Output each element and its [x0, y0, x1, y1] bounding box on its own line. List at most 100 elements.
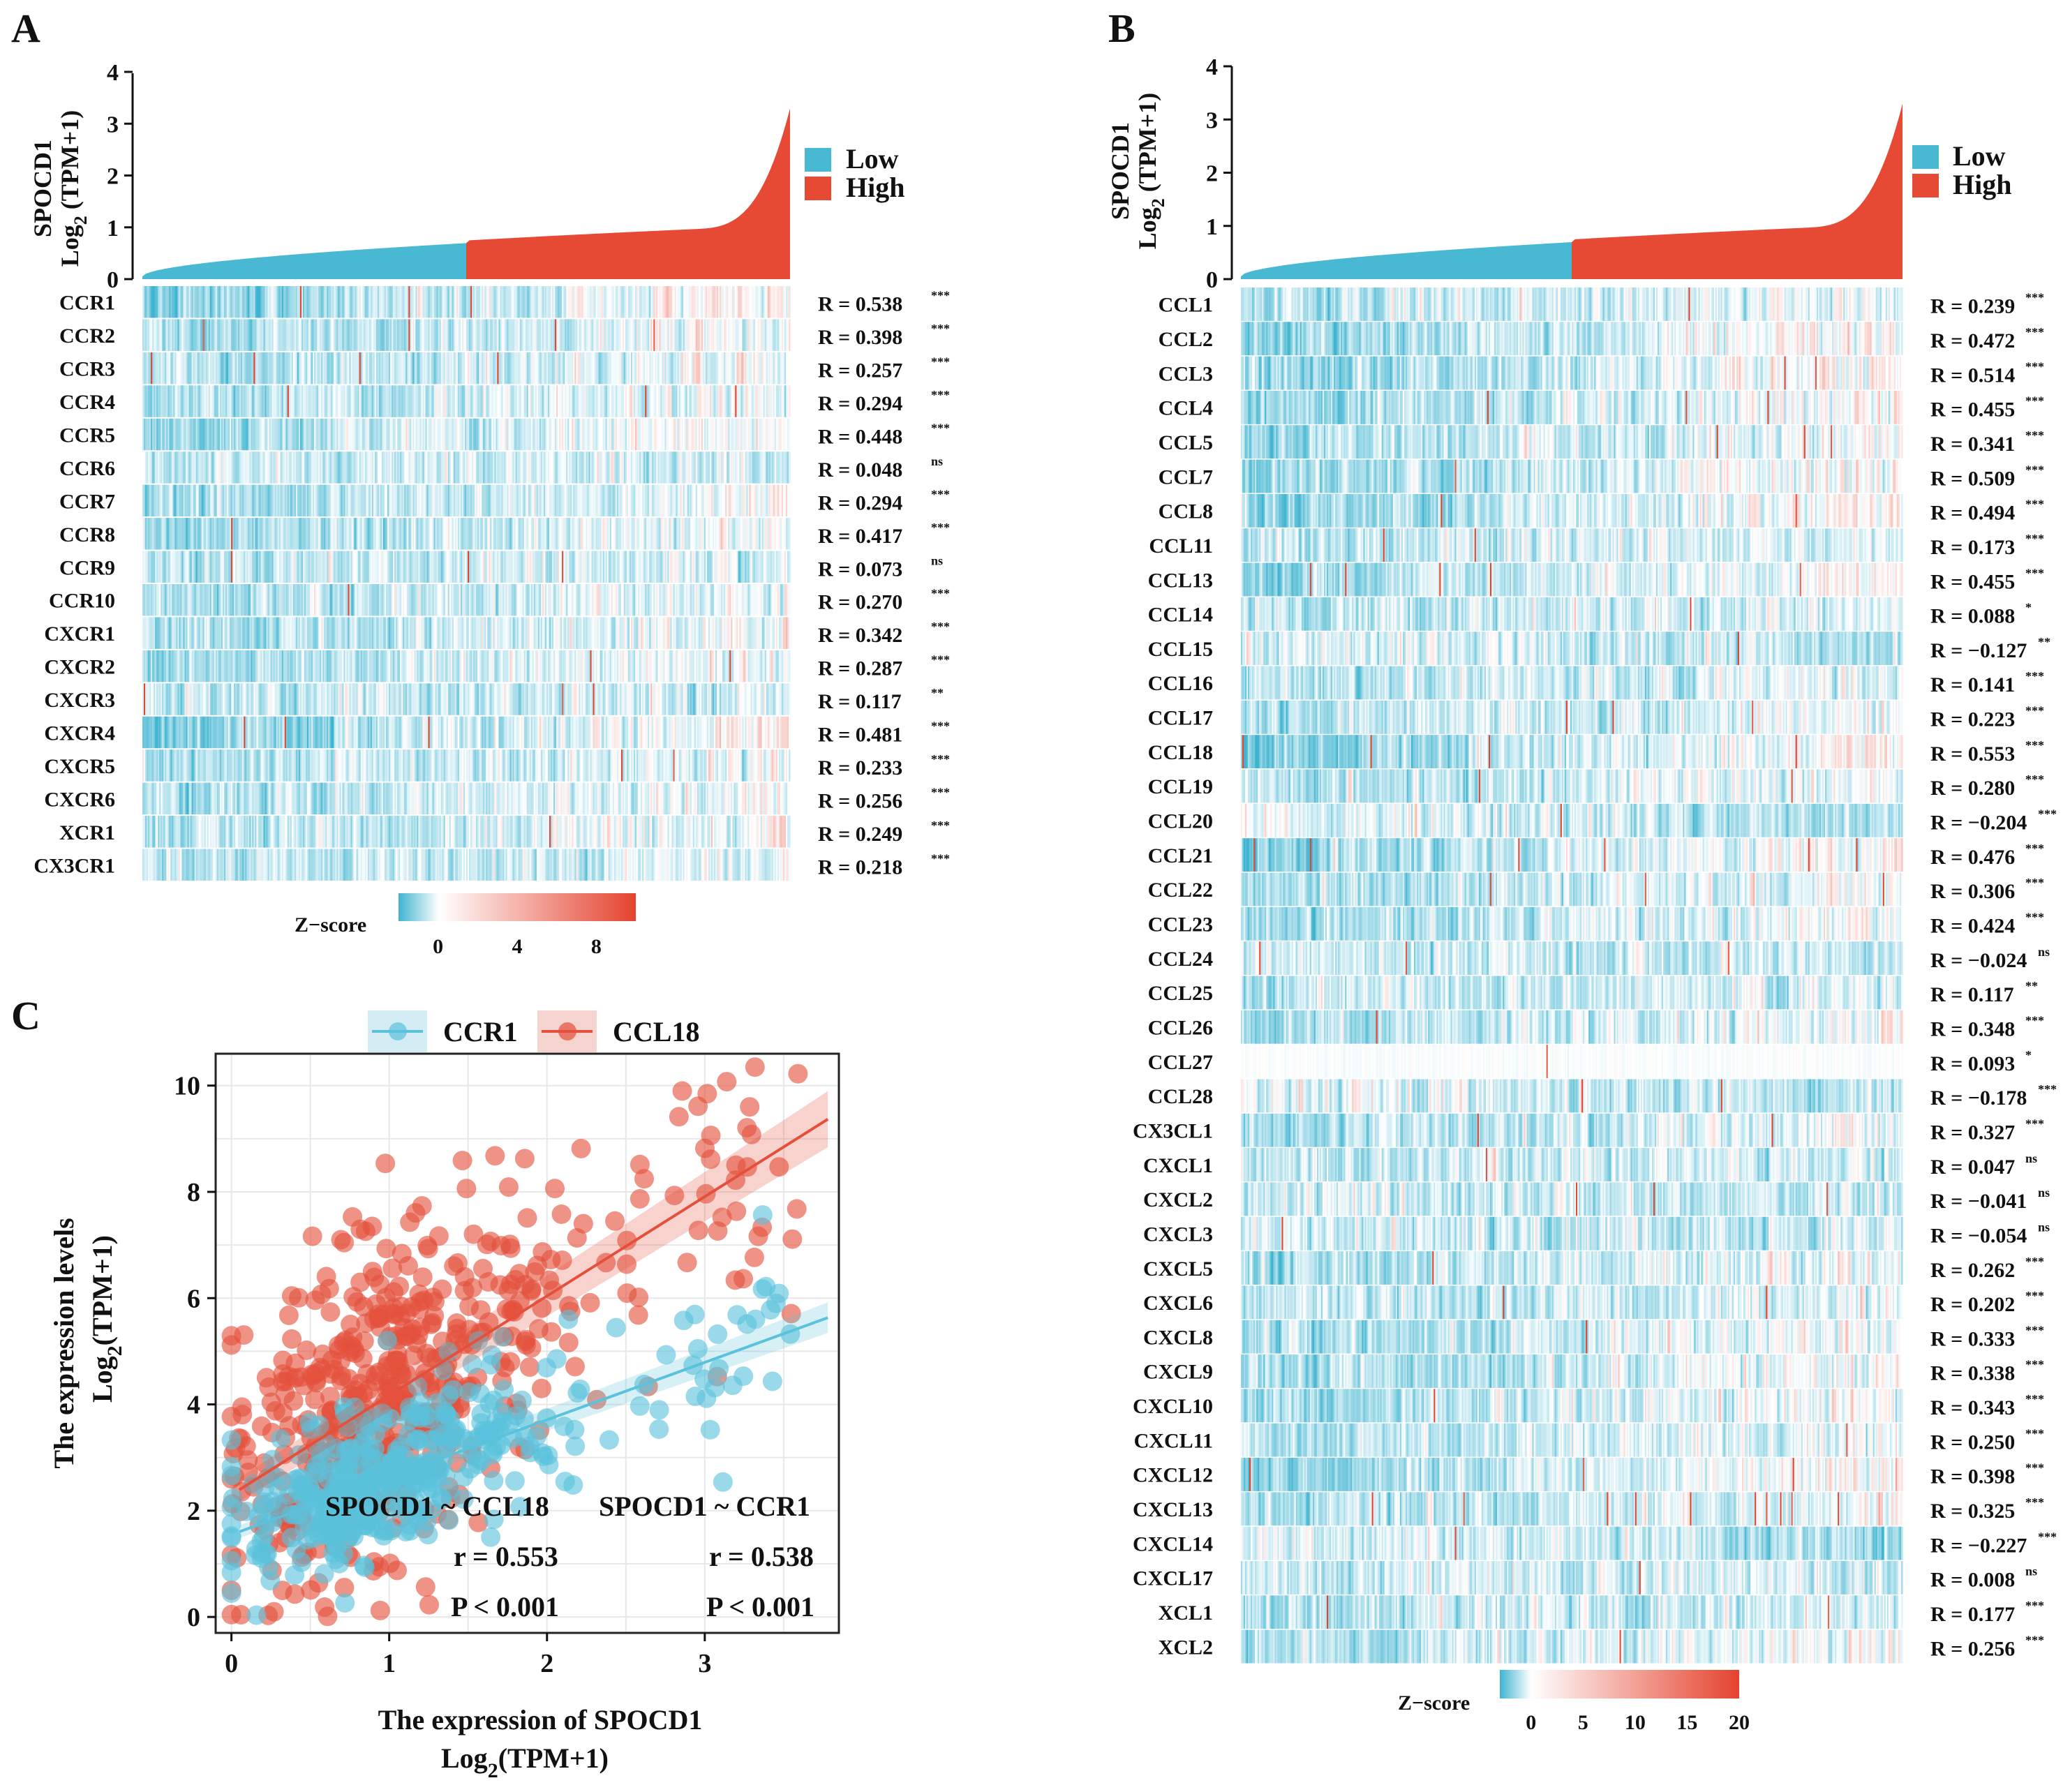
heatmap-cell — [329, 484, 332, 517]
heatmap-cell — [565, 352, 567, 384]
heatmap-cell — [390, 286, 392, 318]
heatmap-cell — [616, 352, 619, 384]
heatmap-cell — [338, 451, 341, 484]
heatmap-cell — [754, 319, 757, 351]
heatmap-cell — [215, 451, 218, 484]
heatmap-cell — [159, 352, 161, 384]
heatmap-cell — [551, 319, 553, 351]
heatmap-cell — [419, 319, 422, 351]
heatmap-cell — [173, 484, 175, 517]
heatmap-cell — [431, 385, 433, 417]
heatmap-cell — [738, 319, 740, 351]
heatmap-cell — [239, 286, 241, 318]
heatmap-cell — [476, 451, 478, 484]
heatmap-cell — [248, 286, 250, 318]
heatmap-cell — [540, 319, 543, 351]
heatmap-cell — [590, 418, 593, 451]
heatmap-cell — [176, 385, 179, 417]
heatmap-cell — [699, 451, 702, 484]
heatmap-cell — [466, 352, 468, 384]
heatmap-cell — [280, 385, 283, 417]
heatmap-cell — [532, 286, 535, 318]
heatmap-cell — [502, 451, 505, 484]
heatmap-cell — [687, 451, 690, 484]
heatmap-cell — [280, 451, 283, 484]
heatmap-cell — [230, 418, 232, 451]
heatmap-cell — [702, 451, 705, 484]
heatmap-cell — [676, 451, 678, 484]
heatmap-cell — [519, 286, 522, 318]
heatmap-cell — [587, 451, 590, 484]
heatmap-cell — [528, 286, 530, 318]
heatmap-cell — [145, 418, 147, 451]
heatmap-cell — [476, 319, 478, 351]
heatmap-cell — [325, 451, 327, 484]
heatmap-cell — [231, 352, 233, 384]
heatmap-cell — [558, 385, 560, 417]
heatmap-cell — [284, 352, 287, 384]
heatmap-cell — [699, 352, 702, 384]
heatmap-cell — [193, 451, 195, 484]
heatmap-cell — [645, 352, 647, 384]
heatmap-cell — [671, 451, 674, 484]
heatmap-cell — [459, 319, 461, 351]
heatmap-cell — [214, 385, 216, 417]
heatmap-cell — [325, 484, 327, 517]
heatmap-cell — [144, 484, 146, 517]
heatmap-cell — [377, 418, 380, 451]
heatmap-cell — [456, 352, 459, 384]
heatmap-cell — [688, 451, 691, 484]
heatmap-cell — [260, 319, 263, 351]
heatmap-cell — [611, 352, 613, 384]
heatmap-cell — [727, 352, 729, 384]
heatmap-cell — [570, 451, 572, 484]
heatmap-cell — [218, 286, 221, 318]
heatmap-cell — [688, 418, 691, 451]
heatmap-cell — [252, 484, 254, 517]
heatmap-cell — [602, 385, 605, 417]
heatmap-cell — [154, 352, 156, 384]
heatmap-cell — [201, 418, 204, 451]
heatmap-cell — [356, 286, 359, 318]
heatmap-cell — [172, 286, 174, 318]
heatmap-cell — [452, 385, 454, 417]
heatmap-cell — [710, 286, 712, 318]
heatmap-cell — [198, 352, 201, 384]
heatmap-cell — [283, 451, 285, 484]
heatmap-cell — [551, 286, 553, 318]
heatmap-cell — [290, 319, 292, 351]
heatmap-cell — [191, 319, 194, 351]
heatmap-cell — [227, 451, 229, 484]
heatmap-cell — [626, 352, 629, 384]
heatmap-cell — [501, 286, 504, 318]
heatmap-cell — [298, 418, 301, 451]
heatmap-cell — [419, 286, 422, 318]
heatmap-cell — [144, 418, 146, 451]
heatmap-cell — [209, 286, 212, 318]
heatmap-cell — [400, 451, 402, 484]
heatmap-cell — [238, 451, 240, 484]
heatmap-cell — [154, 418, 156, 451]
heatmap-cell — [580, 385, 583, 417]
heatmap-cell — [777, 385, 780, 417]
heatmap-cell — [193, 286, 195, 318]
heatmap-cell — [526, 385, 529, 417]
heatmap-cell — [259, 286, 262, 318]
heatmap-cell — [355, 385, 357, 417]
heatmap-cell — [673, 319, 676, 351]
heatmap-cell — [649, 418, 651, 451]
heatmap-cell — [577, 319, 579, 351]
heatmap-cell — [387, 352, 389, 384]
heatmap-cell — [232, 319, 234, 351]
heatmap-cell — [292, 352, 295, 384]
heatmap-cell — [242, 418, 244, 451]
heatmap-cell — [508, 385, 511, 417]
heatmap-cell — [728, 286, 730, 318]
heatmap-cell — [703, 418, 706, 451]
heatmap-cell — [443, 319, 446, 351]
heatmap-cell — [433, 286, 436, 318]
heatmap-cell — [321, 418, 323, 451]
heatmap-cell — [232, 418, 234, 451]
heatmap-cell — [473, 319, 475, 351]
heatmap-cell — [502, 418, 505, 451]
